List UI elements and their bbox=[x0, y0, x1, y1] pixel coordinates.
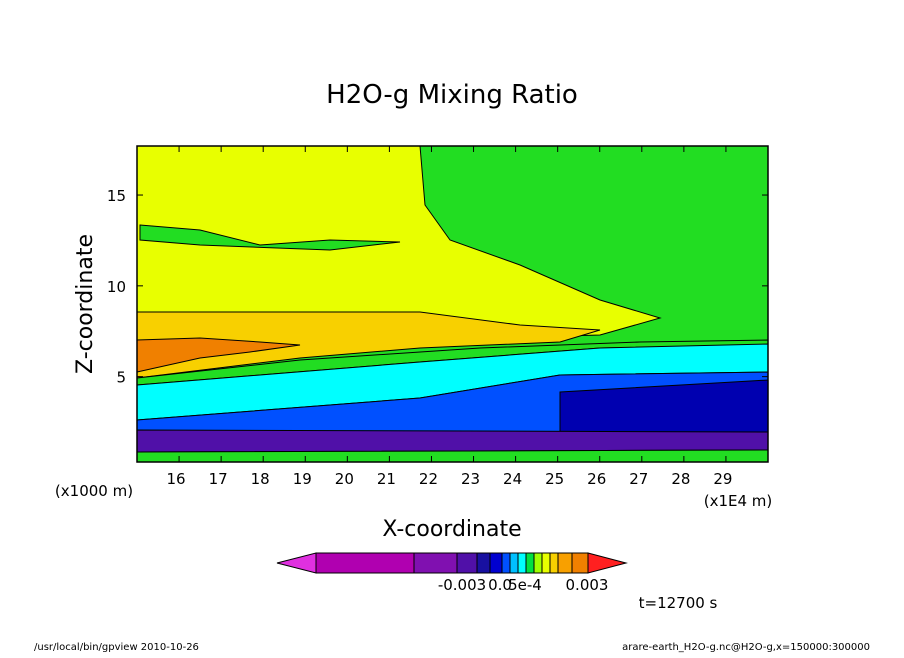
colorbar-cell bbox=[501, 552, 511, 574]
colorbar-cell bbox=[533, 552, 543, 574]
colorbar-cell bbox=[509, 552, 519, 574]
x-tick-label: 22 bbox=[419, 470, 438, 488]
x-tick-label: 20 bbox=[335, 470, 354, 488]
x-tick-label: 18 bbox=[251, 470, 270, 488]
x-tick-label: 16 bbox=[167, 470, 186, 488]
footer-right: arare-earth_H2O-g.nc@H2O-g,x=150000:3000… bbox=[622, 642, 870, 653]
x-axis-title: X-coordinate bbox=[382, 517, 521, 542]
colorbar-cell bbox=[489, 552, 503, 574]
colorbar-cell bbox=[525, 552, 535, 574]
x-tick-label: 24 bbox=[503, 470, 522, 488]
x-tick-label: 17 bbox=[209, 470, 228, 488]
contour-region bbox=[136, 337, 301, 373]
contour-region bbox=[136, 449, 769, 463]
y-unit-label: (x1000 m) bbox=[55, 482, 133, 500]
x-tick-label: 23 bbox=[461, 470, 480, 488]
colorbar-cell bbox=[456, 552, 478, 574]
colorbar-arrow bbox=[276, 552, 317, 574]
chart-title: H2O-g Mixing Ratio bbox=[326, 80, 578, 110]
colorbar-cell bbox=[413, 552, 458, 574]
colorbar-cell bbox=[476, 552, 491, 574]
colorbar bbox=[276, 552, 628, 574]
colorbar-cell bbox=[315, 552, 415, 574]
contour-field bbox=[136, 145, 769, 463]
plot-frame bbox=[136, 145, 769, 463]
colorbar-cell bbox=[557, 552, 573, 574]
colorbar-cell bbox=[517, 552, 527, 574]
colorbar-label: -0.003 bbox=[438, 576, 486, 594]
contour-region bbox=[139, 224, 401, 251]
x-tick-label: 25 bbox=[545, 470, 564, 488]
y-tick-label: 5 bbox=[116, 369, 126, 387]
colorbar-label: 5e-4 bbox=[508, 576, 542, 594]
x-tick-label: 28 bbox=[671, 470, 690, 488]
time-label: t=12700 s bbox=[639, 594, 718, 612]
x-tick-label: 26 bbox=[587, 470, 606, 488]
contour-region bbox=[136, 429, 769, 453]
y-tick-label: 10 bbox=[107, 278, 126, 296]
x-tick-label: 29 bbox=[713, 470, 732, 488]
x-tick-label: 19 bbox=[293, 470, 312, 488]
colorbar-cell bbox=[549, 552, 559, 574]
x-tick-label: 21 bbox=[377, 470, 396, 488]
y-axis-title: Z-coordinate bbox=[73, 234, 98, 374]
contour-region bbox=[136, 311, 601, 379]
x-tick-label: 27 bbox=[629, 470, 648, 488]
footer-left: /usr/local/bin/gpview 2010-10-26 bbox=[34, 642, 199, 653]
colorbar-arrow bbox=[587, 552, 628, 574]
x-unit-label: (x1E4 m) bbox=[704, 492, 773, 510]
colorbar-label: 0.0 bbox=[488, 576, 512, 594]
colorbar-label: 0.003 bbox=[566, 576, 609, 594]
colorbar-cell bbox=[541, 552, 551, 574]
y-tick-label: 15 bbox=[107, 187, 126, 205]
colorbar-cell bbox=[571, 552, 589, 574]
